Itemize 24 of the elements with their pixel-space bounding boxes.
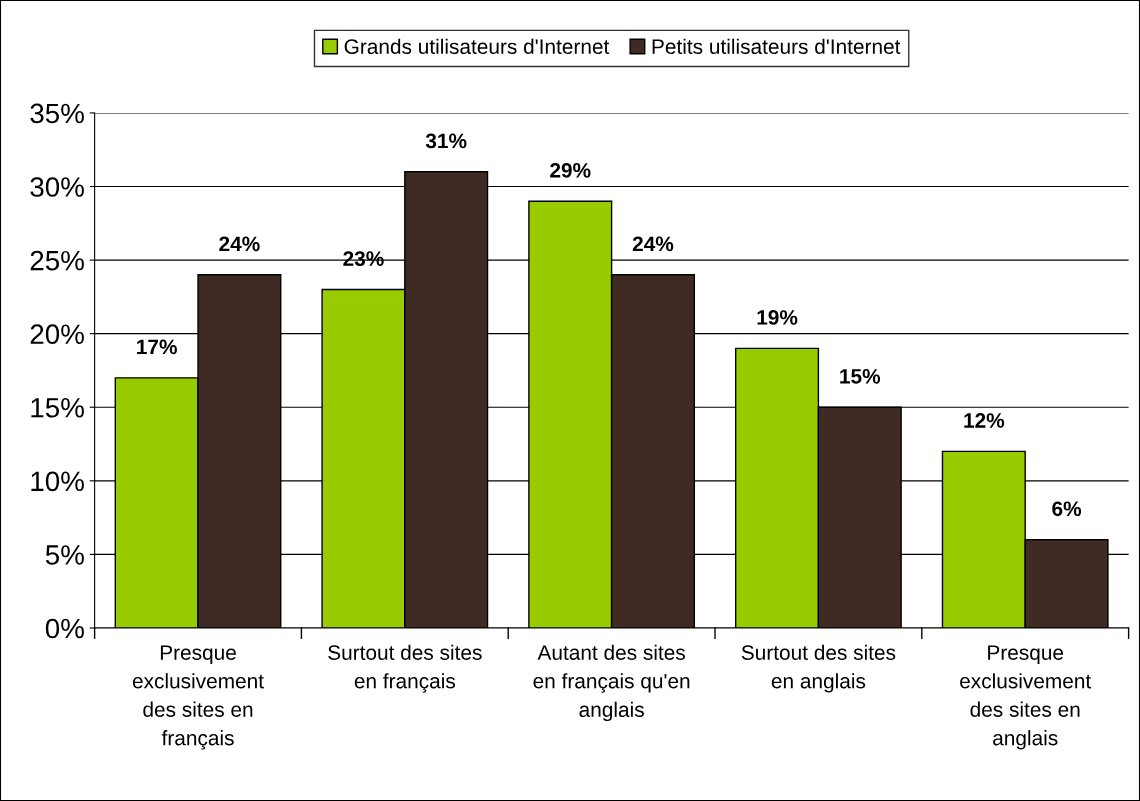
- x-tick-label: Surtout des sites en français: [328, 644, 482, 693]
- x-tick-label: Presque exclusivement des sites en anglais: [960, 645, 1092, 750]
- x-tick-label: Presque exclusivement des sites en français: [132, 645, 264, 750]
- data-label: 12%: [964, 413, 1005, 428]
- y-tick-label: 20%: [30, 324, 84, 345]
- data-label: 24%: [632, 236, 674, 252]
- y-tick-label: 5%: [45, 545, 84, 565]
- y-tick-label: 0%: [45, 618, 84, 639]
- y-tick-label: 15%: [31, 398, 84, 418]
- data-label: 29%: [550, 162, 591, 178]
- data-label: 19%: [757, 310, 798, 325]
- data-label: 31%: [425, 133, 467, 149]
- y-tick-label: 35%: [30, 103, 84, 124]
- legend-label: Petits utilisateurs d'Internet: [652, 38, 901, 55]
- x-tick-label: Autant des sites en français qu'en anglais: [533, 644, 690, 722]
- y-tick-label: 25%: [30, 250, 84, 271]
- data-label: 6%: [1052, 501, 1082, 517]
- data-label: 24%: [219, 236, 260, 252]
- y-tick-label: 10%: [31, 471, 84, 492]
- y-tick-label: 30%: [30, 177, 84, 197]
- data-label: 15%: [840, 368, 881, 384]
- data-label: 17%: [137, 339, 177, 355]
- x-tick-label: Surtout des sites en anglais: [741, 644, 896, 693]
- legend-label: Grands utilisateurs d'Internet: [344, 38, 610, 55]
